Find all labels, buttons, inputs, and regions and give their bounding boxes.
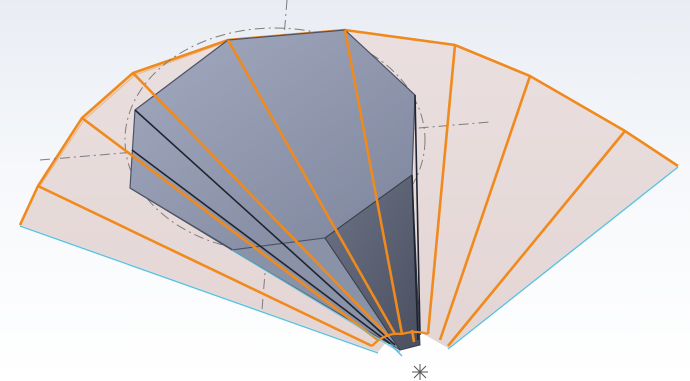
bend-line[interactable] <box>81 116 379 342</box>
bend-lines[interactable] <box>37 29 627 348</box>
bend-line[interactable] <box>37 184 373 348</box>
highlighted-edges[interactable] <box>19 166 679 357</box>
asterisk-icon <box>412 364 428 380</box>
solid-silhouette-edges <box>131 94 421 346</box>
bend-line[interactable] <box>438 75 532 341</box>
bend-line[interactable] <box>426 44 457 335</box>
left-straight-edge[interactable] <box>19 225 379 354</box>
flat-pattern-inner-edge <box>39 41 227 187</box>
bend-line[interactable] <box>343 29 404 335</box>
right-straight-edge[interactable] <box>447 166 679 350</box>
bend-line[interactable] <box>446 130 627 347</box>
bend-line[interactable] <box>226 39 397 335</box>
bend-line[interactable] <box>132 72 389 337</box>
